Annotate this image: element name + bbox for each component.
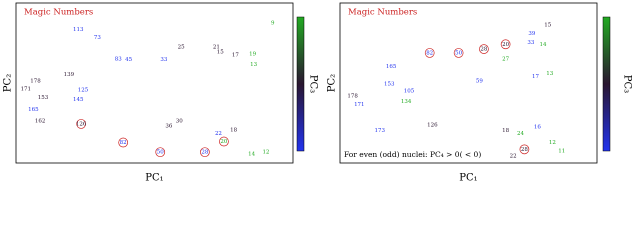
point-label: 139 xyxy=(64,72,75,78)
colorbar-label: PC₃ xyxy=(622,75,633,93)
point-label: 13 xyxy=(250,62,257,68)
magic-circle xyxy=(118,137,129,148)
colorbar xyxy=(602,16,611,152)
magic-circle xyxy=(219,136,229,147)
point-label: 45 xyxy=(125,57,132,63)
point-label: 153 xyxy=(384,82,395,88)
point-label: 9 xyxy=(271,20,275,26)
point-label: 25 xyxy=(178,45,185,51)
point-label: 14 xyxy=(539,42,546,48)
point-label: 113 xyxy=(73,27,84,33)
chart-title: Magic Numbers xyxy=(348,8,417,18)
figure: Magic Numbers919131715212533458373113139… xyxy=(3,2,633,184)
point-label: 82 xyxy=(120,140,127,146)
point-label: 73 xyxy=(94,35,101,41)
point-label: 126 xyxy=(427,122,438,128)
point-label: 82 xyxy=(426,50,433,56)
magic-circle xyxy=(200,147,210,158)
point-label: 33 xyxy=(527,40,534,46)
point-label: 126 xyxy=(76,121,87,127)
point-label: 173 xyxy=(375,128,386,134)
point-label: 11 xyxy=(558,149,565,155)
point-label: 19 xyxy=(249,51,256,57)
magic-circle xyxy=(76,119,87,129)
x-axis-label: PC₁ xyxy=(145,173,163,184)
point-label: 27 xyxy=(502,56,509,62)
point-label: 50 xyxy=(455,50,462,56)
point-label: 12 xyxy=(549,140,556,146)
point-label: 28 xyxy=(480,47,487,53)
y-axis-label: PC₂ xyxy=(327,74,338,92)
point-label: 59 xyxy=(476,79,483,85)
magic-circle xyxy=(500,39,511,50)
point-label: 105 xyxy=(404,88,415,94)
point-label: 145 xyxy=(73,97,84,103)
point-label: 39 xyxy=(528,31,535,37)
magic-circle xyxy=(519,144,530,155)
point-label: 171 xyxy=(21,86,32,92)
point-label: 15 xyxy=(544,22,551,28)
point-label: 134 xyxy=(401,99,412,105)
magic-circle xyxy=(424,48,435,58)
point-label: 18 xyxy=(502,128,509,134)
point-label: 153 xyxy=(38,95,49,101)
colorbar xyxy=(296,16,305,152)
magic-circle xyxy=(155,147,166,158)
point-label: 20 xyxy=(502,42,509,48)
point-label: 24 xyxy=(517,131,524,137)
point-label: 12 xyxy=(262,150,269,156)
point-label: 36 xyxy=(165,123,172,129)
point-label: 33 xyxy=(160,57,167,63)
point-label: 14 xyxy=(248,152,255,158)
point-label: 125 xyxy=(78,87,89,93)
y-axis-label: PC₂ xyxy=(3,74,14,92)
point-label: 30 xyxy=(176,119,183,125)
point-label: 171 xyxy=(354,102,365,108)
point-label: 15 xyxy=(217,50,224,56)
point-label: 22 xyxy=(510,154,517,160)
point-label: 178 xyxy=(30,79,41,85)
point-label: 21 xyxy=(213,45,220,51)
point-label: 28 xyxy=(201,150,208,156)
plot-frame xyxy=(15,2,294,164)
point-label: 50 xyxy=(157,150,164,156)
point-label: 16 xyxy=(534,124,541,130)
magic-circle xyxy=(453,48,464,58)
chart-title: Magic Numbers xyxy=(24,8,93,18)
point-label: 162 xyxy=(35,119,46,125)
point-label: 20 xyxy=(220,139,227,145)
note: For even (odd) nuclei: PC₄ > 0( < 0) xyxy=(344,150,481,159)
point-label: 22 xyxy=(215,131,222,137)
point-label: 13 xyxy=(546,71,553,77)
plot-frame xyxy=(339,2,598,164)
point-label: 17 xyxy=(232,52,239,58)
x-axis-label: PC₁ xyxy=(459,173,477,184)
point-label: 178 xyxy=(347,93,358,99)
point-label: 28 xyxy=(521,147,528,153)
point-label: 18 xyxy=(230,127,237,133)
point-label: 165 xyxy=(28,107,39,113)
colorbar-label: PC₃ xyxy=(308,75,319,93)
point-label: 165 xyxy=(386,64,397,70)
point-label: 17 xyxy=(532,74,539,80)
point-label: 83 xyxy=(115,56,122,62)
magic-circle xyxy=(479,44,489,54)
